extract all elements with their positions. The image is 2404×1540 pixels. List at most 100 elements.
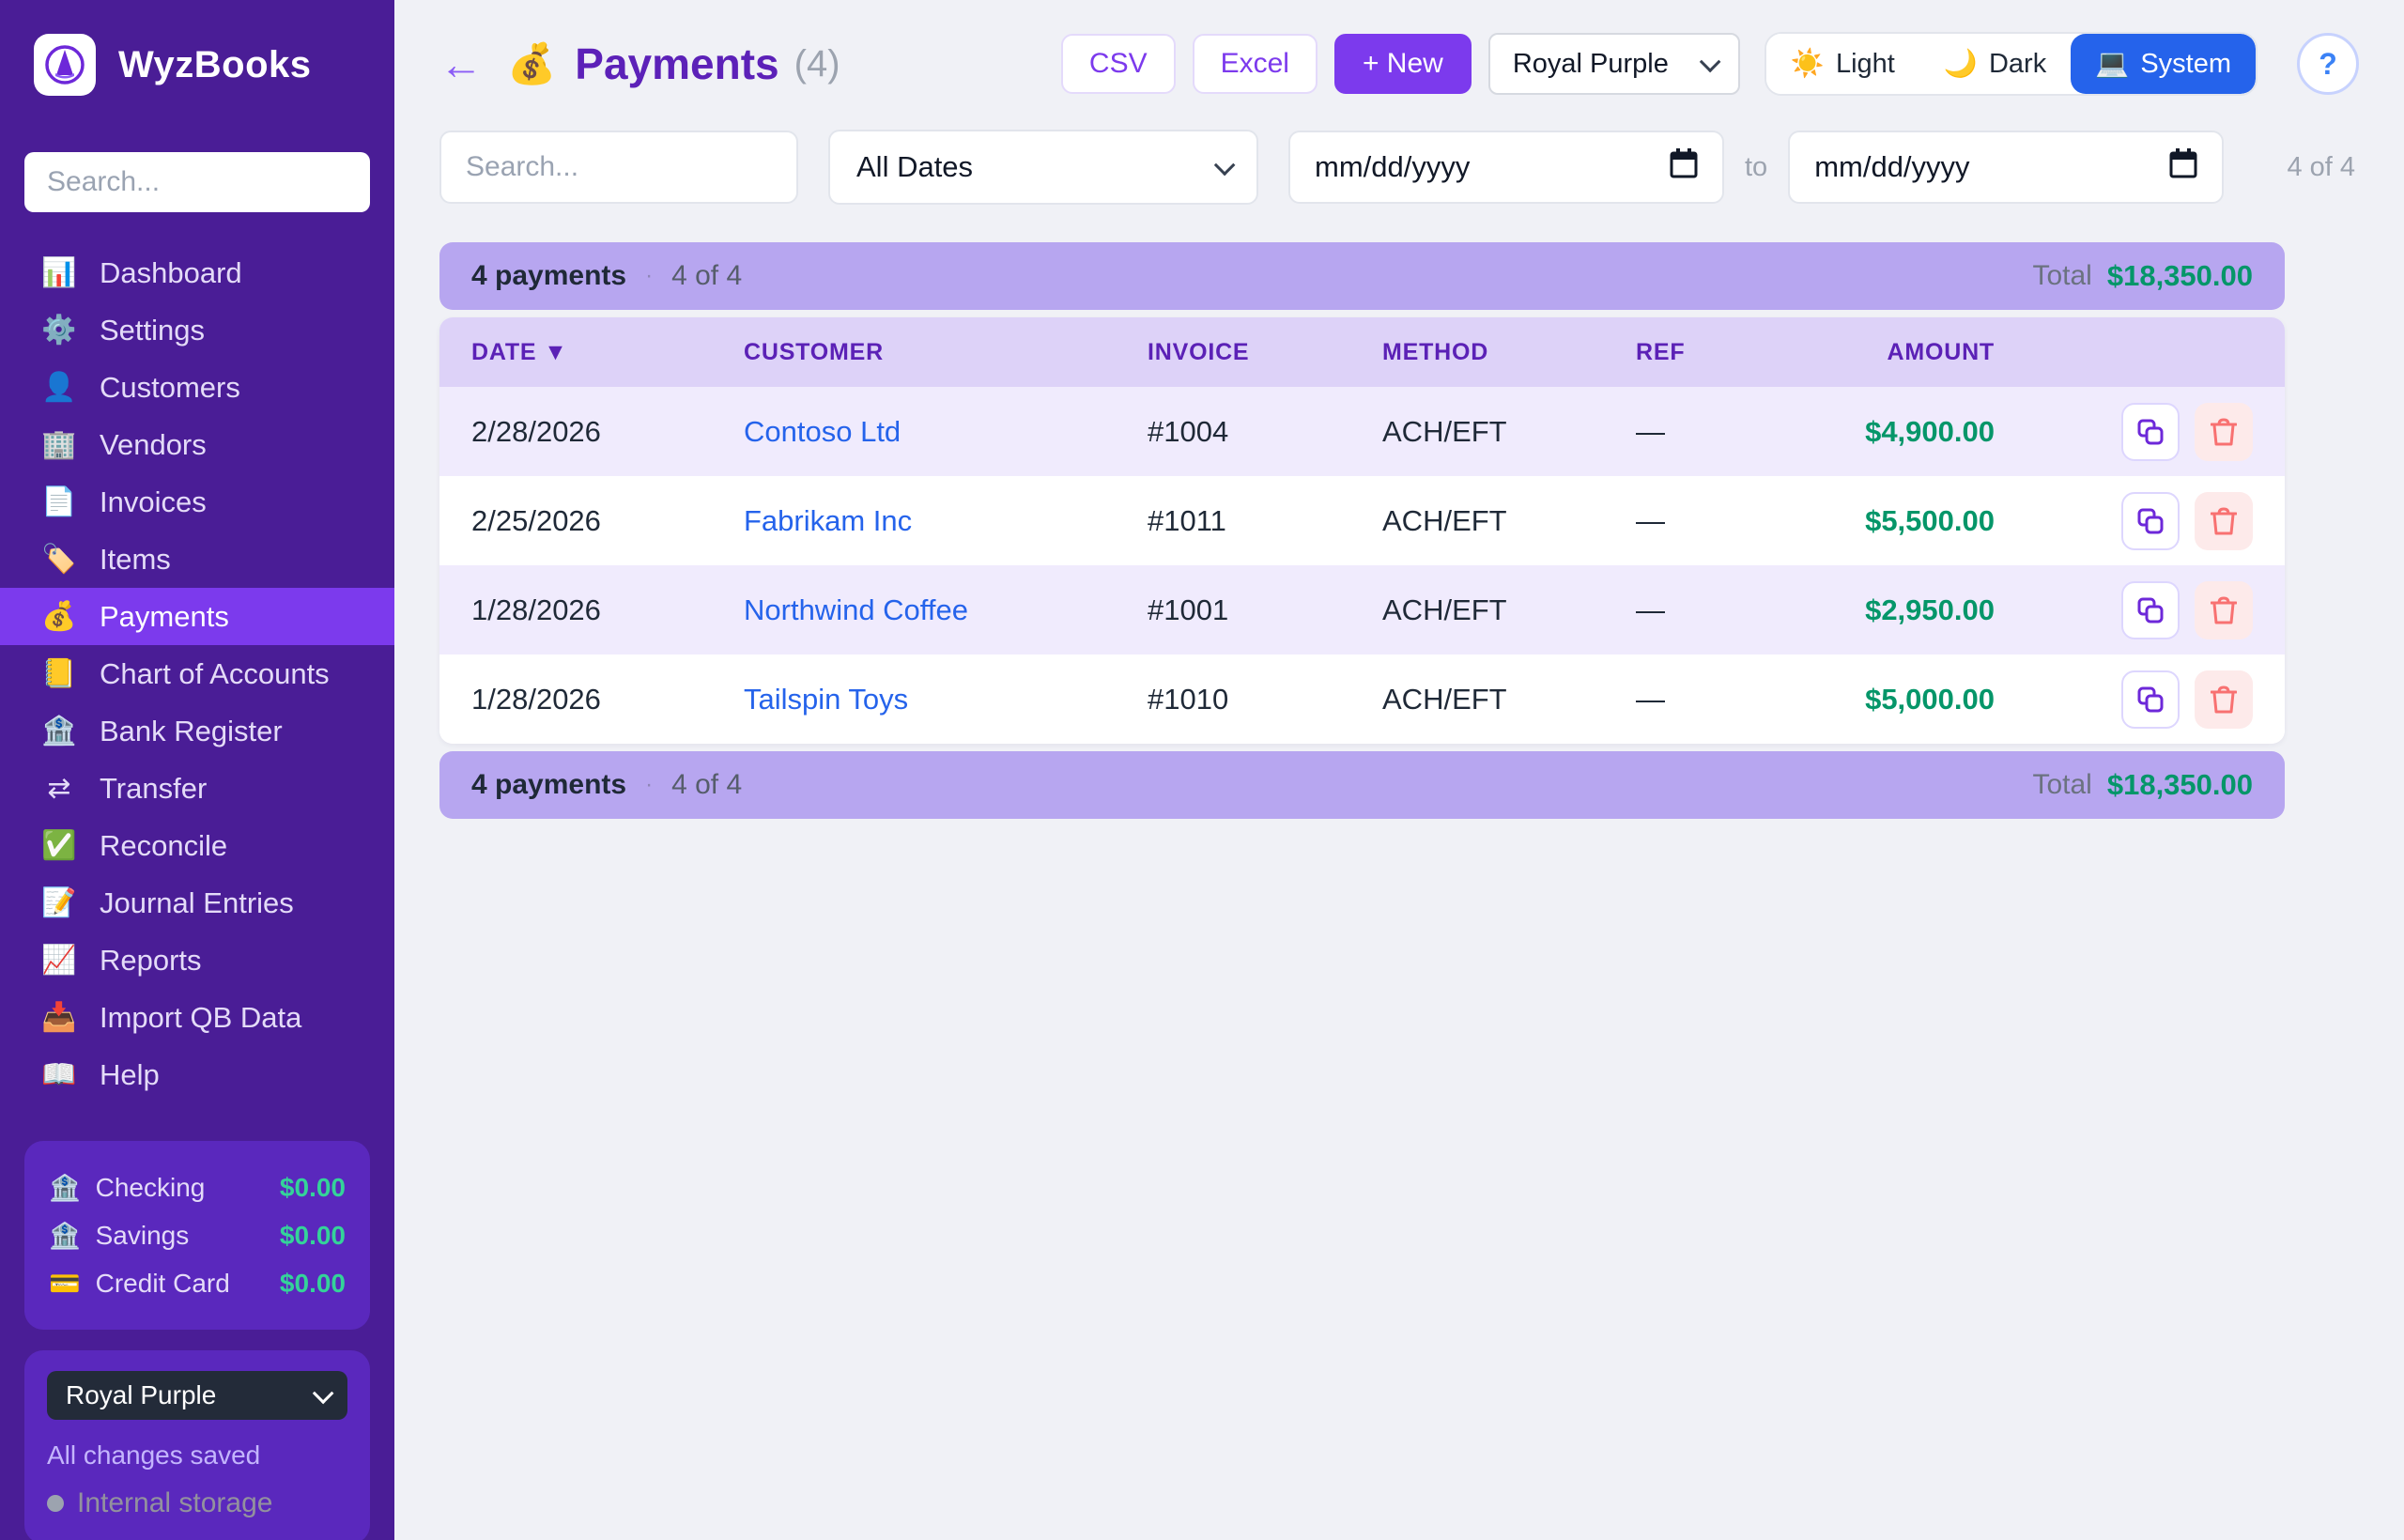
page-count: (4) bbox=[794, 42, 840, 85]
nav-item-label: Transfer bbox=[100, 771, 208, 805]
theme-color-select[interactable]: Royal Purple bbox=[1487, 33, 1740, 95]
account-balance-row[interactable]: 💳 Credit Card $0.00 bbox=[49, 1259, 346, 1307]
summary-count: 4 payments bbox=[471, 260, 627, 291]
copy-icon bbox=[2137, 508, 2164, 533]
sidebar-nav-item[interactable]: 🏢 Vendors bbox=[0, 416, 394, 473]
nav-item-icon: 📒 bbox=[41, 658, 77, 689]
delete-button[interactable] bbox=[2195, 402, 2253, 461]
column-header-method[interactable]: METHOD bbox=[1382, 338, 1489, 365]
sidebar-nav-item[interactable]: 📄 Invoices bbox=[0, 473, 394, 531]
sidebar-nav-item[interactable]: 🏷️ Items bbox=[0, 531, 394, 588]
delete-button[interactable] bbox=[2195, 491, 2253, 550]
column-header-amount[interactable]: AMOUNT bbox=[1887, 338, 1995, 365]
trash-icon bbox=[2211, 595, 2237, 624]
column-header-ref[interactable]: REF bbox=[1636, 338, 1686, 365]
help-button[interactable]: ? bbox=[2297, 33, 2359, 95]
sidebar-nav-item[interactable]: 👤 Customers bbox=[0, 359, 394, 416]
nav-item-icon: 📊 bbox=[41, 257, 77, 288]
nav-item-icon: ✅ bbox=[41, 830, 77, 861]
moneybag-icon: 💰 bbox=[507, 40, 557, 85]
header-actions: CSV Excel + New Royal Purple ☀️ Light 🌙 … bbox=[1060, 32, 2359, 96]
account-balance-row[interactable]: 🏦 Savings $0.00 bbox=[49, 1211, 346, 1259]
cell-actions bbox=[2112, 402, 2253, 461]
duplicate-button[interactable] bbox=[2121, 580, 2180, 639]
theme-mode-label: Light bbox=[1835, 48, 1895, 79]
summary-total-value: $18,350.00 bbox=[2106, 259, 2253, 292]
cell-amount: $5,000.00 bbox=[1865, 682, 1995, 716]
date-from-placeholder: mm/dd/yyyy bbox=[1315, 150, 1471, 183]
column-header-date[interactable]: DATE ▼ bbox=[471, 338, 568, 365]
sidebar-theme-card: Royal Purple All changes saved Internal … bbox=[24, 1350, 370, 1540]
cell-actions bbox=[2112, 580, 2253, 639]
cell-method: ACH/EFT bbox=[1382, 593, 1507, 626]
cell-date: 1/28/2026 bbox=[471, 593, 601, 626]
cell-customer-link[interactable]: Northwind Coffee bbox=[744, 593, 968, 626]
excel-export-button[interactable]: Excel bbox=[1192, 34, 1318, 94]
calendar-icon[interactable] bbox=[2169, 148, 2197, 186]
theme-mode-option[interactable]: ☀️ Light bbox=[1765, 34, 1919, 94]
calendar-icon[interactable] bbox=[1670, 148, 1698, 186]
sidebar-nav-item[interactable]: 📈 Reports bbox=[0, 932, 394, 989]
copy-icon bbox=[2137, 419, 2164, 444]
cell-customer-link[interactable]: Tailspin Toys bbox=[744, 682, 909, 716]
duplicate-button[interactable] bbox=[2121, 491, 2180, 550]
sidebar-nav-item[interactable]: 📊 Dashboard bbox=[0, 244, 394, 301]
nav-item-label: Items bbox=[100, 542, 171, 576]
cell-amount: $5,500.00 bbox=[1865, 503, 1995, 537]
payments-search-input[interactable] bbox=[439, 131, 798, 204]
app-title: WyzBooks bbox=[118, 43, 312, 85]
sidebar-theme-select[interactable]: Royal Purple bbox=[47, 1371, 347, 1420]
cell-customer-link[interactable]: Fabrikam Inc bbox=[744, 503, 913, 537]
duplicate-button[interactable] bbox=[2121, 402, 2180, 461]
footer-count: 4 payments bbox=[471, 769, 627, 800]
date-to-input[interactable]: mm/dd/yyyy bbox=[1788, 131, 2225, 204]
back-button[interactable]: ← bbox=[439, 39, 483, 88]
new-payment-button[interactable]: + New bbox=[1333, 34, 1472, 94]
sidebar-nav-item[interactable]: 📒 Chart of Accounts bbox=[0, 645, 394, 702]
delete-button[interactable] bbox=[2195, 580, 2253, 639]
nav-item-label: Chart of Accounts bbox=[100, 656, 330, 690]
summary-shown: 4 of 4 bbox=[671, 260, 743, 291]
chevron-down-icon bbox=[1213, 154, 1236, 177]
nav-item-label: Journal Entries bbox=[100, 886, 294, 919]
footer-total-label: Total bbox=[2032, 769, 2092, 800]
cell-customer-link[interactable]: Contoso Ltd bbox=[744, 414, 902, 448]
account-balance-row[interactable]: 🏦 Checking $0.00 bbox=[49, 1163, 346, 1211]
theme-mode-option[interactable]: 🌙 Dark bbox=[1919, 34, 2072, 94]
sidebar-nav-item[interactable]: 📖 Help bbox=[0, 1046, 394, 1103]
sidebar-nav-item[interactable]: ⇄ Transfer bbox=[0, 760, 394, 817]
sidebar-nav-item[interactable]: 📥 Import QB Data bbox=[0, 989, 394, 1046]
sidebar-search-input[interactable] bbox=[24, 152, 370, 212]
column-header-invoice[interactable]: INVOICE bbox=[1148, 338, 1250, 365]
date-range-select[interactable]: All Dates bbox=[828, 130, 1258, 205]
nav-item-label: Payments bbox=[100, 599, 229, 633]
sidebar-nav-item[interactable]: ✅ Reconcile bbox=[0, 817, 394, 874]
nav-item-icon: 🏷️ bbox=[41, 544, 77, 575]
nav-item-icon: 👤 bbox=[41, 372, 77, 403]
copy-icon bbox=[2137, 686, 2164, 712]
theme-mode-option[interactable]: 💻 System bbox=[2071, 34, 2256, 94]
column-header-customer[interactable]: CUSTOMER bbox=[744, 338, 885, 365]
date-from-input[interactable]: mm/dd/yyyy bbox=[1288, 131, 1724, 204]
sidebar-nav-item[interactable]: 💰 Payments bbox=[0, 588, 394, 645]
table-row: 2/28/2026 Contoso Ltd #1004 ACH/EFT — $4… bbox=[439, 387, 2285, 476]
account-icon: 💳 bbox=[49, 1269, 81, 1298]
trash-icon bbox=[2211, 506, 2237, 534]
duplicate-button[interactable] bbox=[2121, 670, 2180, 729]
sidebar-nav-item[interactable]: ⚙️ Settings bbox=[0, 301, 394, 359]
account-icon: 🏦 bbox=[49, 1173, 81, 1202]
delete-button[interactable] bbox=[2195, 670, 2253, 729]
csv-export-button[interactable]: CSV bbox=[1060, 34, 1176, 94]
theme-mode-toggle: ☀️ Light 🌙 Dark 💻 System bbox=[1764, 32, 2258, 96]
filter-result-count: 4 of 4 bbox=[2287, 151, 2355, 182]
sidebar: WyzBooks 📊 Dashboard ⚙️ Settings 👤 Custo… bbox=[0, 0, 394, 1540]
table-header-row: DATE ▼ CUSTOMER INVOICE METHOD REF AMOUN… bbox=[439, 317, 2285, 387]
changes-saved-status: All changes saved bbox=[47, 1440, 261, 1470]
sidebar-nav-item[interactable]: 🏦 Bank Register bbox=[0, 702, 394, 760]
cell-amount: $2,950.00 bbox=[1865, 593, 1995, 626]
account-label: Checking bbox=[95, 1172, 206, 1202]
summary-bar: 4 payments · 4 of 4 Total $18,350.00 bbox=[439, 242, 2285, 310]
date-range-value: All Dates bbox=[856, 150, 974, 183]
cell-amount: $4,900.00 bbox=[1865, 414, 1995, 448]
sidebar-nav-item[interactable]: 📝 Journal Entries bbox=[0, 874, 394, 932]
